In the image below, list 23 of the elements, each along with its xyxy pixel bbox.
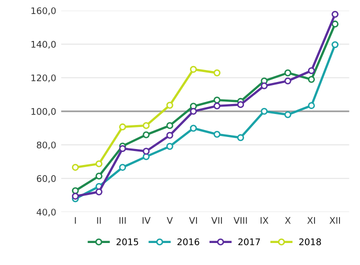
x-tick-label: VIII [234, 217, 247, 224]
y-tick-label: 80,0 [36, 142, 56, 150]
x-tick-label: II [97, 217, 101, 224]
legend-label: 2017 [238, 238, 260, 246]
y-tick-label: 40,0 [36, 208, 56, 216]
legend-label: 2016 [177, 238, 200, 246]
y-tick-label: 160,0 [31, 7, 56, 16]
legend-label: 2015 [116, 238, 138, 246]
x-tick-label: VII [211, 217, 222, 224]
x-tick-label: IX [260, 217, 268, 224]
x-tick-label: I [74, 217, 76, 224]
legend-label: 2018 [299, 238, 321, 246]
x-tick-label: X [285, 217, 291, 224]
x-tick-label: V [166, 217, 173, 224]
y-tick-label: 140,0 [31, 40, 56, 49]
y-tick-label: 120,0 [31, 74, 56, 82]
x-tick-label: XI [307, 217, 315, 224]
x-tick-label: IV [142, 217, 151, 224]
x-tick-label: XII [330, 217, 340, 224]
y-tick-label: 100,0 [31, 108, 56, 116]
x-tick-label: III [119, 217, 126, 224]
y-tick-label: 60,0 [36, 175, 56, 183]
x-tick-label: VI [189, 217, 197, 224]
